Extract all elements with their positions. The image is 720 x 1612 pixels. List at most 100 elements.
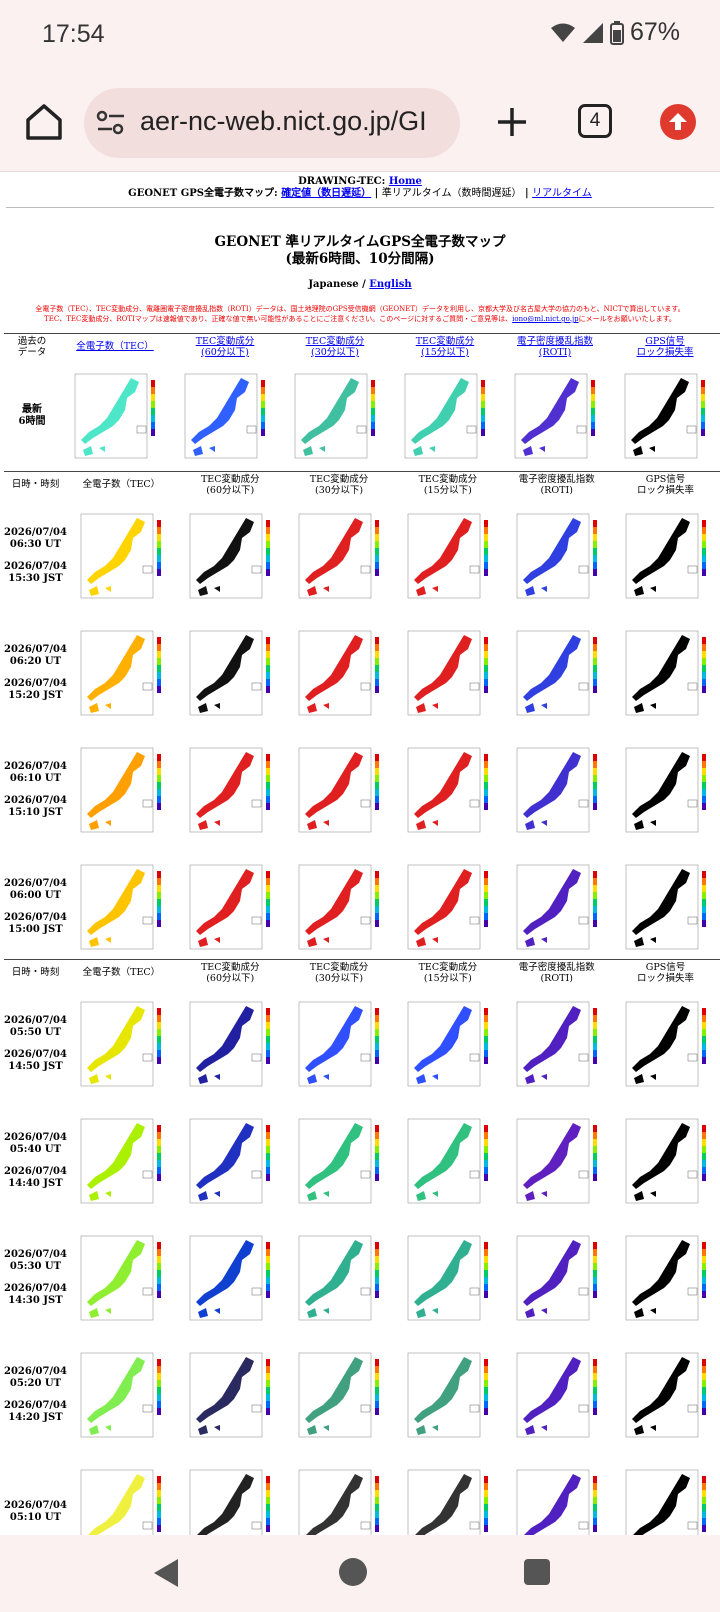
notice-email-link[interactable]: iono@ml.nict.go.jp — [512, 315, 579, 323]
d30-map-image[interactable] — [289, 368, 381, 464]
lock-map-image[interactable] — [620, 859, 712, 955]
header-label-d60[interactable]: TEC変動成分 — [195, 335, 255, 347]
header-label-d30[interactable]: TEC変動成分 — [305, 335, 365, 347]
d15-map-image[interactable] — [402, 1230, 494, 1326]
header-label-d30[interactable]: (30分以下) — [310, 346, 359, 358]
history-table-1: 日時・時刻 全電子数（TEC） TEC変動成分 (60分以下) TEC変動成分 (30分以… — [4, 471, 720, 966]
d60-map-image[interactable] — [184, 625, 276, 721]
d30-map-image[interactable] — [293, 996, 385, 1092]
tec-map-image[interactable] — [75, 1347, 167, 1443]
nav-home-icon[interactable] — [339, 1558, 367, 1586]
roti-map-image[interactable] — [511, 1347, 603, 1443]
header-label-tec: 全電子数（TEC） — [82, 479, 161, 491]
roti-map-image[interactable] — [511, 1113, 603, 1209]
lock-map-image[interactable] — [620, 1230, 712, 1326]
d30-map-image[interactable] — [293, 742, 385, 838]
tec-map-image[interactable] — [75, 859, 167, 955]
map-cell — [611, 849, 720, 966]
d30-map-image[interactable] — [293, 1347, 385, 1443]
lock-map-image[interactable] — [620, 625, 712, 721]
d60-map-image[interactable] — [184, 1347, 276, 1443]
d60-map-image[interactable] — [184, 1113, 276, 1209]
roti-map-image[interactable] — [511, 1464, 603, 1535]
lock-map-image[interactable] — [620, 508, 712, 604]
home-icon[interactable] — [22, 100, 66, 144]
lock-map-image[interactable] — [620, 1347, 712, 1443]
row-time-jst: 15:00 JST — [8, 924, 63, 935]
d30-map-image[interactable] — [293, 625, 385, 721]
nav-separator: | — [374, 188, 379, 199]
roti-map-image[interactable] — [511, 859, 603, 955]
header-label-roti[interactable]: 電子密度擾乱指数 — [516, 335, 593, 347]
map-cell — [393, 732, 502, 849]
home-link[interactable]: Home — [388, 176, 422, 187]
header-label-lock[interactable]: GPS信号 — [645, 335, 685, 347]
tec-map-image[interactable] — [75, 1230, 167, 1326]
d15-map-image[interactable] — [402, 1464, 494, 1535]
tec-map-image[interactable] — [75, 1464, 167, 1535]
roti-map-image[interactable] — [511, 1230, 603, 1326]
header-label-roti[interactable]: (ROTI) — [538, 346, 572, 358]
header-label-d30: (30分以下) — [315, 972, 364, 984]
roti-map-image[interactable] — [509, 368, 601, 464]
lock-map-image[interactable] — [620, 1464, 712, 1535]
d15-map-image[interactable] — [402, 508, 494, 604]
header-label-lock[interactable]: ロック損失率 — [636, 346, 694, 358]
url-text[interactable]: aer-nc-web.nict.go.jp/GI — [140, 106, 427, 136]
map-cell — [285, 1220, 394, 1337]
d15-map-image[interactable] — [402, 625, 494, 721]
lock-map-image[interactable] — [619, 368, 711, 464]
tec-map-image[interactable] — [75, 996, 167, 1092]
d60-map-image[interactable] — [184, 508, 276, 604]
roti-map-image[interactable] — [511, 625, 603, 721]
lock-map-image[interactable] — [620, 742, 712, 838]
d30-map-image[interactable] — [293, 1230, 385, 1326]
site-settings-icon[interactable] — [96, 110, 126, 136]
tec-map-image[interactable] — [75, 742, 167, 838]
lang-english-link[interactable]: English — [369, 279, 412, 290]
tec-map-image[interactable] — [75, 508, 167, 604]
d15-map-image[interactable] — [399, 368, 491, 464]
d60-map-image[interactable] — [184, 742, 276, 838]
new-tab-icon[interactable] — [490, 100, 534, 144]
roti-map-image[interactable] — [511, 996, 603, 1092]
d60-map-image[interactable] — [184, 996, 276, 1092]
header-label-tec[interactable]: 全電子数（TEC） — [76, 341, 154, 353]
d60-map-image[interactable] — [184, 1230, 276, 1326]
row-date-ut: 2026/07/04 — [4, 761, 67, 772]
lock-map-image[interactable] — [620, 996, 712, 1092]
tec-map-image[interactable] — [75, 625, 167, 721]
nav-realtime-link[interactable]: リアルタイム — [532, 188, 592, 199]
nav-fixed-link[interactable]: 確定値（数日遅延） — [281, 188, 372, 199]
d15-map-image[interactable] — [402, 859, 494, 955]
d15-map-image[interactable] — [402, 742, 494, 838]
d30-map-image[interactable] — [293, 1464, 385, 1535]
d60-map-image[interactable] — [184, 859, 276, 955]
map-cell — [393, 849, 502, 966]
tec-map-image[interactable] — [75, 1113, 167, 1209]
lock-map-image[interactable] — [620, 1113, 712, 1209]
header-label-d60[interactable]: (60分以下) — [200, 346, 249, 358]
table-row: 2026/07/04 06:00 UT 2026/07/04 15:00 JST — [4, 849, 720, 966]
header-label-d15[interactable]: TEC変動成分 — [415, 335, 475, 347]
d15-map-image[interactable] — [402, 1113, 494, 1209]
back-icon[interactable] — [152, 1557, 182, 1589]
map-cell — [393, 1103, 502, 1220]
roti-map-image[interactable] — [511, 742, 603, 838]
tec-map-image[interactable] — [69, 368, 161, 464]
tab-switcher-button[interactable]: 4 — [578, 104, 612, 138]
roti-map-image[interactable] — [511, 508, 603, 604]
d30-map-image[interactable] — [293, 859, 385, 955]
d60-map-image[interactable] — [179, 368, 271, 464]
d15-map-image[interactable] — [402, 996, 494, 1092]
header-label-d15[interactable]: (15分以下) — [420, 346, 469, 358]
recents-icon[interactable] — [524, 1559, 550, 1585]
d30-map-image[interactable] — [293, 1113, 385, 1209]
map-cell — [502, 1337, 611, 1454]
update-icon[interactable] — [660, 104, 696, 140]
row-date-jst: 2026/07/04 — [4, 1283, 67, 1294]
d30-map-image[interactable] — [293, 508, 385, 604]
url-bar[interactable]: aer-nc-web.nict.go.jp/GI — [84, 88, 460, 158]
d60-map-image[interactable] — [184, 1464, 276, 1535]
d15-map-image[interactable] — [402, 1347, 494, 1443]
